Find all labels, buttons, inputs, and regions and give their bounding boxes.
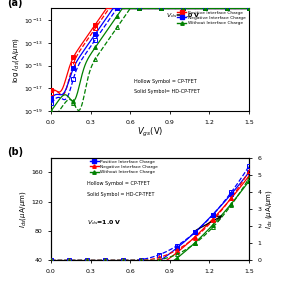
Y-axis label: $I_{ds}$ ($\mu$A/$\mu$m): $I_{ds}$ ($\mu$A/$\mu$m) [264, 189, 274, 229]
Text: Hollow Symbol = CP-TFET: Hollow Symbol = CP-TFET [87, 181, 149, 186]
Text: Hollow Symbol = CP-TFET: Hollow Symbol = CP-TFET [134, 78, 197, 83]
Text: Solid Symbol = HD-CP-TFET: Solid Symbol = HD-CP-TFET [87, 192, 154, 197]
Text: Solid Symbol= HD-CP-TFET: Solid Symbol= HD-CP-TFET [134, 89, 200, 94]
Text: $V_{ds}$=1.0 V: $V_{ds}$=1.0 V [166, 12, 201, 20]
Legend: Positive Interface Charge, Negative Interface Charge, Without Interface Charge: Positive Interface Charge, Negative Inte… [89, 159, 159, 175]
X-axis label: $V_{gs}$(V): $V_{gs}$(V) [137, 126, 163, 139]
Text: (a): (a) [7, 0, 23, 8]
Text: $V_{ds}$=1.0 V: $V_{ds}$=1.0 V [87, 218, 121, 227]
Legend: Positive Interface Charge, Negative Interface Charge, Without Interface Charge: Positive Interface Charge, Negative Inte… [177, 10, 247, 26]
Text: (b): (b) [7, 147, 23, 158]
Y-axis label: $I_{ds}$($\mu$A/$\mu$m): $I_{ds}$($\mu$A/$\mu$m) [18, 190, 28, 228]
Y-axis label: log $I_{ds}$(A/$\mu$m): log $I_{ds}$(A/$\mu$m) [11, 37, 21, 83]
